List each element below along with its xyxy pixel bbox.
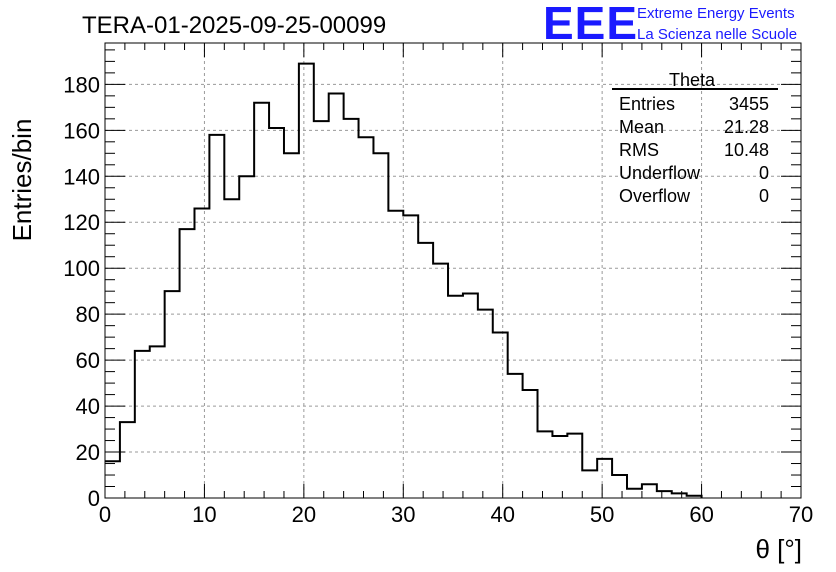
y-tick-label: 180 — [63, 72, 100, 97]
histogram-bars — [105, 62, 703, 498]
histogram-bin — [194, 208, 209, 498]
histogram-bin — [388, 211, 403, 498]
stats-entries-label: Entries — [619, 94, 675, 114]
x-tick-label: 10 — [192, 502, 216, 527]
stats-overflow-label: Overflow — [619, 186, 691, 206]
x-tick-label: 50 — [590, 502, 614, 527]
stats-overflow-value: 0 — [759, 186, 769, 206]
histogram-bin — [373, 153, 388, 498]
stats-underflow-label: Underflow — [619, 163, 701, 183]
histogram-bin — [508, 374, 523, 498]
y-tick-label: 20 — [76, 440, 100, 465]
histogram-bin — [418, 243, 433, 498]
y-tick-label: 120 — [63, 210, 100, 235]
y-tick-label: 160 — [63, 118, 100, 143]
histogram-bin — [314, 121, 329, 498]
axes: 0 10 20 30 40 50 60 70 0 20 40 60 80 100 120 140 160 180 — [63, 43, 813, 527]
histogram-bin — [135, 351, 150, 498]
stats-entries-value: 3455 — [729, 94, 769, 114]
x-axis-label: θ [°] — [755, 534, 802, 564]
chart-title: TERA-01-2025-09-25-00099 — [82, 12, 386, 39]
logo-subtitle: La Scienza nelle Scuole — [637, 26, 798, 43]
y-tick-label: 100 — [63, 256, 100, 281]
stats-rms-value: 10.48 — [724, 140, 769, 160]
stats-title: Theta — [669, 70, 716, 90]
y-axis-label: Entries/bin — [7, 119, 37, 242]
stats-rms-label: RMS — [619, 140, 659, 160]
histogram-bin — [582, 470, 597, 498]
stats-mean-value: 21.28 — [724, 117, 769, 137]
grid-layer — [105, 43, 801, 498]
histogram-outline — [105, 62, 703, 498]
histogram-bin — [627, 489, 642, 498]
histogram-bin — [209, 135, 224, 498]
stats-mean-label: Mean — [619, 117, 664, 137]
histogram-bin — [612, 475, 627, 498]
histogram-bin — [657, 491, 672, 498]
x-tick-label: 40 — [490, 502, 514, 527]
histogram-bin — [105, 461, 120, 498]
x-tick-label: 0 — [99, 502, 111, 527]
histogram-bin — [567, 434, 582, 498]
histogram-bin — [120, 422, 135, 498]
stats-box: Theta Entries 3455 Mean 21.28 RMS 10.48 … — [612, 70, 778, 206]
x-tick-label: 60 — [689, 502, 713, 527]
histogram-bin — [448, 296, 463, 498]
y-tick-label: 60 — [76, 348, 100, 373]
y-tick-label: 80 — [76, 302, 100, 327]
plot-frame — [104, 42, 802, 499]
histogram-bin — [269, 128, 284, 498]
histogram-bin — [329, 94, 344, 498]
x-tick-label: 30 — [391, 502, 415, 527]
stats-underflow-value: 0 — [759, 163, 769, 183]
histogram-bin — [224, 199, 239, 498]
histogram-bin — [344, 119, 359, 498]
eee-logo: EEE Extreme Energy Events La Scienza nel… — [543, 0, 833, 49]
histogram-bin — [254, 103, 269, 498]
eee-logo-mark: EEE — [543, 0, 639, 49]
histogram-bin — [597, 459, 612, 498]
histogram-bin — [165, 291, 180, 498]
histogram-bin — [538, 431, 553, 498]
logo-title: Extreme Energy Events — [637, 5, 795, 22]
histogram-bin — [403, 215, 418, 498]
histogram-bin — [493, 333, 508, 498]
histogram-bin — [642, 484, 657, 498]
histogram-bin — [359, 137, 374, 498]
histogram-bin — [463, 293, 478, 498]
histogram-bin — [433, 264, 448, 498]
histogram-bin — [284, 153, 299, 498]
histogram-bin — [239, 176, 254, 498]
y-tick-label: 140 — [63, 164, 100, 189]
histogram-bin — [150, 346, 165, 498]
histogram-bin — [299, 64, 314, 498]
y-tick-label: 0 — [88, 486, 100, 511]
histogram-bin — [478, 310, 493, 498]
x-tick-label: 70 — [789, 502, 813, 527]
y-tick-label: 40 — [76, 394, 100, 419]
histogram-bin — [552, 436, 567, 498]
histogram-bin — [523, 390, 538, 498]
x-tick-label: 20 — [292, 502, 316, 527]
histogram-bin — [180, 229, 195, 498]
